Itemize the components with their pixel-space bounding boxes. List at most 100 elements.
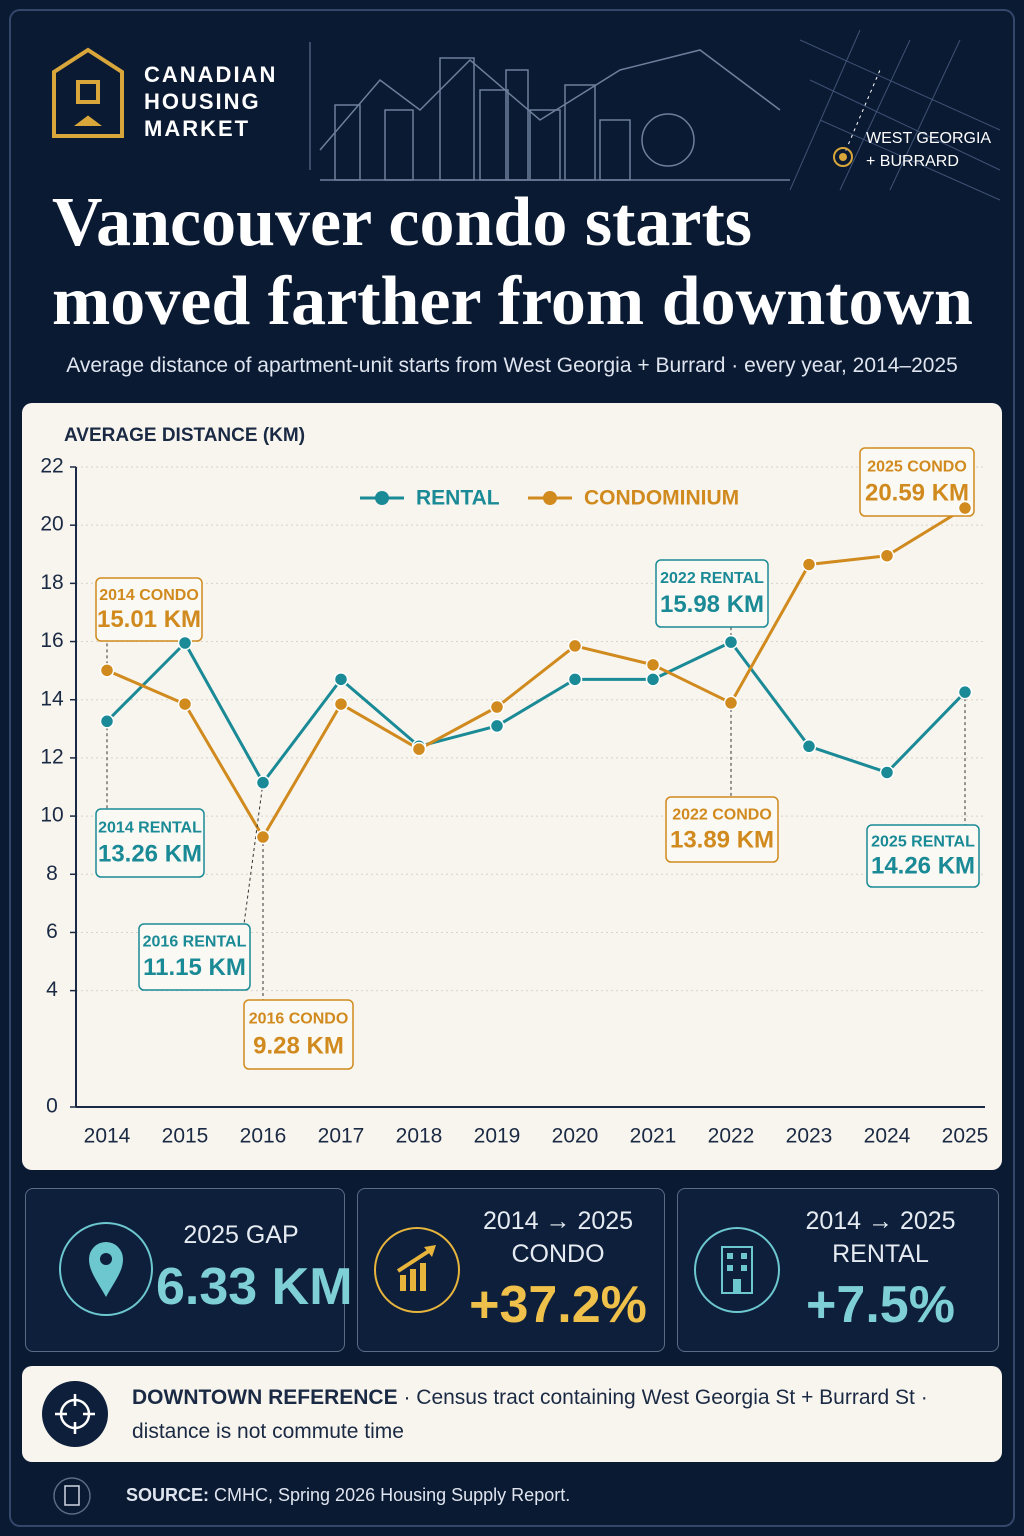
x-tick-label: 2024 (864, 1125, 911, 1148)
annotation-title: 2022 RENTAL (660, 570, 764, 587)
data-point (177, 635, 193, 651)
stat-label: RENTAL (832, 1240, 929, 1268)
x-tick-label: 2017 (318, 1125, 365, 1148)
note: DOWNTOWN REFERENCE · Census tract contai… (22, 1366, 1002, 1462)
x-tick-label: 2021 (630, 1125, 677, 1148)
series-line (106, 506, 966, 839)
data-point (255, 775, 271, 790)
brand: HOUSING (144, 89, 261, 114)
annotation-title: 2016 RENTAL (143, 934, 247, 951)
value-label: 13.26 KM (98, 841, 202, 868)
data-point (879, 548, 895, 563)
data-point (333, 672, 349, 687)
data-point (99, 714, 115, 729)
data-point (723, 634, 739, 650)
map-pin (833, 147, 853, 167)
data-point (801, 557, 817, 572)
annotation-title: 2016 CONDO (249, 1011, 349, 1028)
brand: CANADIAN (144, 62, 278, 87)
y-tick-label: 6 (46, 920, 58, 943)
brand: MARKET (144, 116, 251, 141)
stat-card: 2014 → 2025 RENTAL +7.5% (677, 1188, 999, 1352)
note-text: · Census tract containing West Georgia S… (403, 1386, 928, 1409)
x-tick-label: 2015 (162, 1125, 209, 1148)
value-label: 11.15 KM (143, 954, 246, 981)
map-label: + BURRARD (866, 153, 959, 170)
y-axis-label: AVERAGE DISTANCE (KM) (64, 425, 305, 446)
annotation-title: 2014 CONDO (99, 587, 199, 604)
annotation-title: 2025 CONDO (867, 458, 967, 475)
stat-value: +7.5% (806, 1276, 955, 1334)
annotation-title: 2025 RENTAL (871, 834, 975, 851)
street-map (789, 29, 1001, 201)
legend-marker (375, 491, 389, 505)
series-line (105, 640, 967, 785)
data-point (177, 696, 193, 712)
value-label: 9.28 KM (253, 1032, 344, 1059)
map-label: WEST GEORGIA (866, 130, 992, 147)
stat-card: 2025 GAP 6.33 KM (25, 1188, 353, 1352)
data-point (99, 663, 115, 678)
value-label: 15.01 KM (97, 606, 201, 633)
y-tick-label: 0 (46, 1095, 58, 1118)
frame (9, 9, 1015, 1527)
value-label: 14.26 KM (871, 853, 975, 880)
icon (42, 1381, 108, 1447)
x-tick-label: 2014 (84, 1125, 131, 1148)
y-tick-label: 10 (40, 804, 63, 827)
data-point (333, 696, 349, 712)
y-tick-label: 16 (40, 629, 63, 652)
y-tick-label: 14 (40, 687, 64, 710)
y-tick-label: 22 (40, 455, 63, 478)
data-point (645, 657, 661, 673)
annotation-title: 2022 CONDO (672, 806, 772, 823)
annotation-title: 2014 RENTAL (98, 819, 202, 836)
source: SOURCE: CMHC, Spring 2026 Housing Supply… (126, 1485, 570, 1506)
legend-label: RENTAL (416, 487, 500, 510)
data-point (801, 739, 817, 754)
note-heading: DOWNTOWN REFERENCE (132, 1386, 398, 1409)
note-line: DOWNTOWN REFERENCE · Census tract contai… (132, 1386, 928, 1410)
annotation-box (138, 923, 251, 991)
x-tick-label: 2020 (552, 1125, 599, 1148)
annotation-box (95, 577, 203, 642)
x-tick-label: 2023 (786, 1125, 833, 1148)
data-point (879, 765, 895, 780)
annotation-box (665, 796, 779, 863)
x-tick-label: 2022 (708, 1125, 755, 1148)
data-point (567, 638, 583, 654)
stat-label: CONDO (511, 1240, 605, 1268)
legend-label: CONDOMINIUM (584, 487, 739, 510)
chart-panel (22, 403, 1002, 1170)
annotation-box (95, 808, 205, 878)
skyline (319, 49, 790, 181)
annotation-box (859, 447, 975, 517)
source-icon (53, 1477, 91, 1515)
logo (52, 47, 124, 138)
y-tick-label: 20 (40, 513, 63, 536)
title: Vancouver condo starts (52, 184, 753, 261)
subtitle: Average distance of apartment-unit start… (66, 354, 958, 377)
annotation-leader (243, 782, 264, 925)
source-heading: SOURCE: (126, 1485, 210, 1505)
x-tick-label: 2019 (474, 1125, 521, 1148)
data-point (957, 500, 973, 516)
data-point (567, 672, 583, 687)
stat-value: +37.2% (469, 1276, 647, 1334)
icon (374, 1227, 460, 1313)
data-point (723, 695, 739, 711)
source-text: CMHC, Spring 2026 Housing Supply Report. (214, 1485, 571, 1505)
legend-marker (543, 491, 557, 505)
data-point (489, 718, 505, 734)
title: moved farther from downtown (52, 263, 973, 340)
data-point (489, 699, 505, 715)
annotation-box (243, 999, 354, 1070)
y-tick-label: 8 (46, 862, 58, 885)
y-tick-label: 12 (40, 745, 63, 768)
value-label: 15.98 KM (660, 591, 764, 618)
y-tick-label: 18 (40, 571, 63, 594)
stat-label: 2014 → 2025 (805, 1207, 956, 1235)
icon (694, 1227, 780, 1313)
